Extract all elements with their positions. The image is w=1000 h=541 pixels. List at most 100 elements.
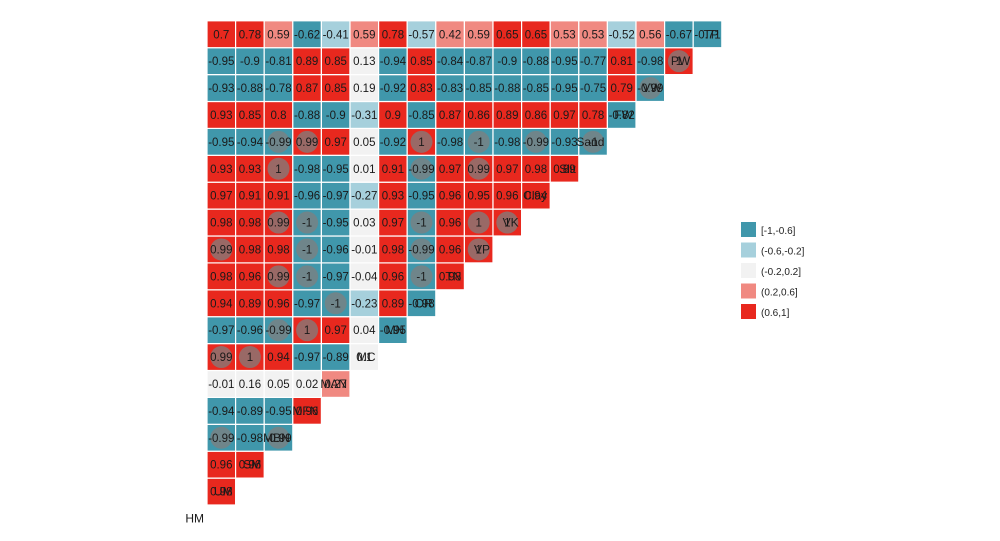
cell-value: 0.9 xyxy=(385,110,401,122)
cell-value: 0.56 xyxy=(639,29,661,41)
cell-value: -0.99 xyxy=(637,83,663,95)
heatmap-cell: 0.87 xyxy=(435,100,465,129)
cell-value: 0.93 xyxy=(210,164,232,176)
cell-rect xyxy=(378,208,408,237)
cell-rect xyxy=(549,154,580,183)
heatmap-cell: -0.88 xyxy=(292,100,322,129)
heatmap-cell: -0.99 xyxy=(406,235,437,264)
cell-value: -0.95 xyxy=(323,164,349,176)
legend: [-1,-0.6] (-0.6,-0.2] (-0.2,0.2] (0.2,0.6] (… xyxy=(741,222,805,319)
heatmap-cell: 0.96 xyxy=(378,262,408,291)
heatmap-cell: -1 xyxy=(292,235,322,264)
heatmap-cell: -0.71 xyxy=(692,20,723,49)
cell-rect xyxy=(406,47,437,76)
heatmap-cell: -0.95 xyxy=(549,73,580,103)
heatmap-cell: 0.99 xyxy=(263,208,294,237)
heatmap-cell: -1 xyxy=(578,127,608,156)
legend-label: (-0.2,0.2] xyxy=(761,267,801,278)
significance-circle xyxy=(210,426,233,449)
cell-rect xyxy=(235,289,265,318)
cell-value: -0.95 xyxy=(265,406,291,418)
variable-label: Sand xyxy=(576,135,604,149)
cell-value: 0.89 xyxy=(296,56,318,68)
legend-item: (0.2,0.6] xyxy=(741,283,798,299)
cell-value: -0.23 xyxy=(351,298,377,310)
cell-rect xyxy=(292,73,322,103)
cell-value: 0.91 xyxy=(267,191,289,203)
cell-rect xyxy=(520,20,551,49)
cell-value: -0.98 xyxy=(637,56,663,68)
heatmap-cell: -1 xyxy=(406,262,437,291)
cell-rect xyxy=(378,100,408,129)
cell-value: 0.98 xyxy=(267,244,289,256)
heatmap-cell: 0.98 xyxy=(235,235,265,264)
cell-rect xyxy=(606,100,637,129)
heatmap-cell: 0.96 xyxy=(435,208,465,237)
heatmap-cell: 0.7 xyxy=(206,20,237,49)
heatmap-cell: -0.99 xyxy=(263,127,294,156)
cell-rect xyxy=(235,262,265,291)
cell-value: 0.27 xyxy=(325,379,347,391)
heatmap-cell: -0.85 xyxy=(406,100,437,129)
cell-value: -0.99 xyxy=(208,433,234,445)
heatmap-cell: -0.27 xyxy=(349,181,380,210)
heatmap-cell: -0.99 xyxy=(263,316,294,345)
cell-value: -0.89 xyxy=(237,406,263,418)
heatmap-cell: -1 xyxy=(320,289,351,318)
heatmap-cell: -1 xyxy=(463,127,494,156)
heatmap-cell: -0.83 xyxy=(435,73,465,103)
cell-rect xyxy=(320,47,351,76)
heatmap-cell: 0.86 xyxy=(463,100,494,129)
cell-rect xyxy=(263,396,294,425)
heatmap-cell: 0.27 xyxy=(320,369,351,398)
variable-label: VK xyxy=(503,216,519,230)
cell-value: -0.96 xyxy=(323,244,349,256)
heatmap-cell: -0.98 xyxy=(235,423,265,452)
cell-value: -0.95 xyxy=(323,218,349,230)
heatmap-cell: 1 xyxy=(292,316,322,345)
cell-value: 0.98 xyxy=(525,164,547,176)
cell-value: 1 xyxy=(247,352,253,364)
cell-rect xyxy=(549,20,580,49)
heatmap-cell: 0.79 xyxy=(606,73,637,103)
significance-circle xyxy=(238,346,261,369)
heatmap-cell: 0.98 xyxy=(206,208,237,237)
cell-value: 0.94 xyxy=(525,191,548,203)
heatmap-cell: 0.89 xyxy=(292,47,322,76)
cell-value: 0.89 xyxy=(496,110,518,122)
cell-value: 0.98 xyxy=(210,218,232,230)
legend-item: [-1,-0.6] xyxy=(741,222,796,237)
cell-value: -0.85 xyxy=(466,83,492,95)
heatmap-cell: -0.84 xyxy=(435,47,465,76)
cell-rect xyxy=(235,73,265,103)
cell-value: 0.01 xyxy=(353,164,375,176)
variable-label: UM xyxy=(214,485,233,499)
cell-value: 0.99 xyxy=(210,244,232,256)
heatmap-cell: 0.13 xyxy=(349,47,380,76)
cell-value: -0.75 xyxy=(580,83,606,95)
significance-circle xyxy=(582,130,605,153)
cell-rect xyxy=(235,396,265,425)
heatmap-cell: -0.01 xyxy=(206,369,237,398)
cell-value: 0.97 xyxy=(496,164,518,176)
cell-rect xyxy=(292,181,322,210)
heatmap-cell: 1 xyxy=(463,208,494,237)
heatmap-cell: 0.78 xyxy=(235,20,265,49)
heatmap-cell: 0.86 xyxy=(520,100,551,129)
cell-value: -0.99 xyxy=(408,164,434,176)
cell-rect xyxy=(349,20,380,49)
heatmap-cell: -0.88 xyxy=(235,73,265,103)
cell-value: -0.01 xyxy=(351,244,377,256)
cell-value: 0.78 xyxy=(582,110,604,122)
heatmap-cell: 1 xyxy=(463,235,494,264)
heatmap-cell: 0.99 xyxy=(463,154,494,183)
heatmap-cell: 0.95 xyxy=(463,181,494,210)
heatmap-cell: -0.93 xyxy=(549,127,580,156)
heatmap-cell: 0.98 xyxy=(263,235,294,264)
heatmap-cell: 0.96 xyxy=(235,450,265,479)
cell-value: 0.96 xyxy=(439,191,461,203)
heatmap-cell: -0.99 xyxy=(263,423,294,452)
cell-value: 0.7 xyxy=(213,29,229,41)
